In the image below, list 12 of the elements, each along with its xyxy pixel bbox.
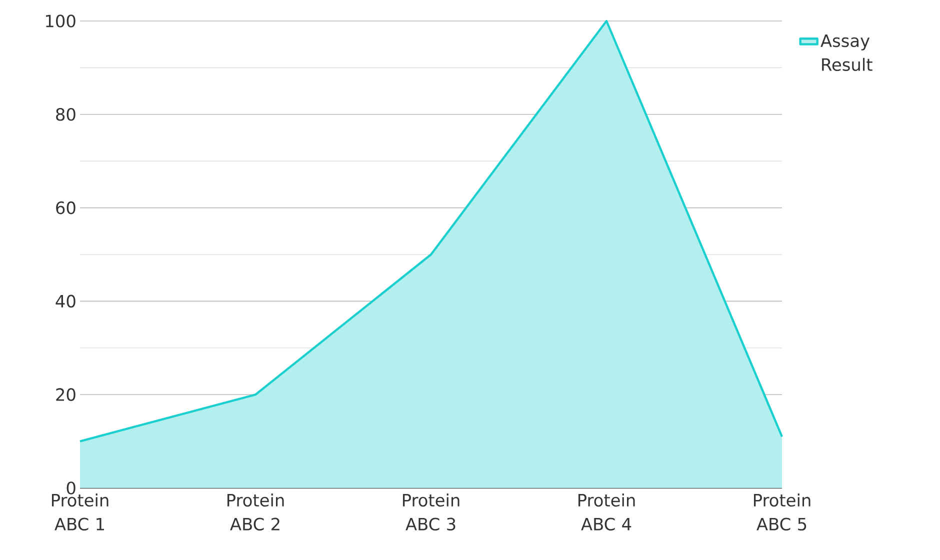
legend-label: Assay Result (820, 34, 872, 72)
y-tick-label: 0 (66, 482, 76, 494)
y-tick-label: 100 (46, 14, 76, 28)
y-tick-label: 80 (56, 108, 76, 121)
x-tick-label: Protein ABC 2 (227, 494, 284, 531)
x-tick-label: Protein ABC 3 (402, 494, 460, 531)
x-tick-label: Protein ABC 4 (578, 494, 635, 531)
y-tick-label: 60 (56, 201, 76, 214)
x-tick-label: Protein ABC 5 (754, 494, 810, 531)
y-tick-label: 20 (56, 388, 76, 401)
x-tick-label: Protein ABC 1 (52, 494, 108, 531)
y-tick-label: 40 (56, 294, 76, 308)
